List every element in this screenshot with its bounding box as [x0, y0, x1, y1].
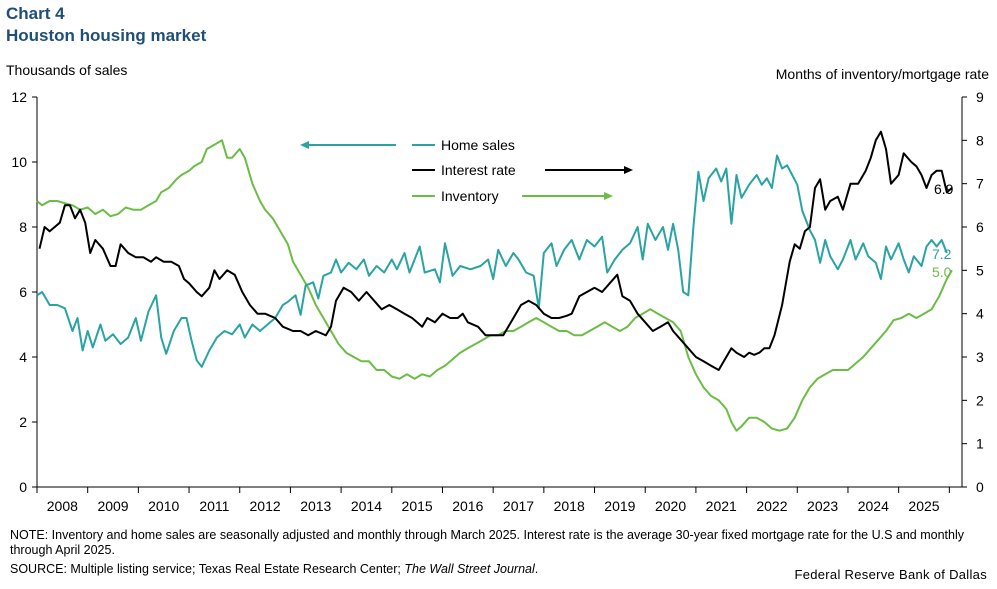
series-lines	[36, 130, 953, 432]
left-tick-label: 6	[19, 284, 27, 300]
left-tick-label: 12	[11, 89, 27, 105]
end-label-home-sales: 7.2	[932, 246, 952, 262]
left-axis-label: Thousands of sales	[6, 62, 128, 78]
legend-label: Home sales	[441, 137, 515, 153]
source-text: SOURCE: Multiple listing service; Texas …	[10, 562, 538, 576]
series-line-interest-rate	[38, 130, 953, 371]
right-tick-label: 6	[976, 219, 984, 235]
x-tick-label: 2012	[250, 498, 281, 514]
left-tick-label: 8	[19, 219, 27, 235]
end-labels: 6.9 7.2 5.0	[932, 181, 954, 280]
chart-number: Chart 4	[6, 4, 65, 23]
left-tick-label: 2	[19, 414, 27, 430]
right-tick-label: 4	[976, 306, 984, 322]
left-tick-label: 10	[11, 154, 27, 170]
right-tick-label: 0	[976, 479, 984, 495]
x-tick-label: 2015	[402, 498, 433, 514]
x-tick-label: 2016	[452, 498, 483, 514]
right-tick-label: 9	[976, 89, 984, 105]
arrowhead-icon	[300, 141, 309, 149]
arrowhead-icon	[624, 166, 633, 174]
x-tick-label: 2022	[756, 498, 787, 514]
right-tick-label: 3	[976, 349, 984, 365]
x-tick-label: 2023	[807, 498, 838, 514]
legend-label: Inventory	[441, 188, 499, 204]
arrowhead-icon	[604, 192, 613, 200]
x-tick-label: 2024	[858, 498, 889, 514]
right-tick-label: 7	[976, 176, 984, 192]
credit-text: Federal Reserve Bank of Dallas	[794, 567, 987, 582]
source-suffix: .	[534, 562, 539, 576]
x-tick-label: 2017	[503, 498, 534, 514]
x-tick-label: 2018	[554, 498, 585, 514]
x-tick-label: 2019	[604, 498, 635, 514]
right-tick-label: 2	[976, 392, 984, 408]
source-prefix: SOURCE: Multiple listing service; Texas …	[10, 562, 405, 576]
legend-label: Interest rate	[441, 162, 516, 178]
x-tick-label: 2009	[97, 498, 128, 514]
source-italic: The Wall Street Journal	[404, 562, 535, 576]
right-tick-label: 8	[976, 132, 984, 148]
x-tick-label: 2010	[148, 498, 179, 514]
legend: Home sales Interest rate Inventory	[300, 137, 633, 204]
chart-title: Houston housing market	[6, 26, 207, 45]
x-tick-label: 2011	[199, 498, 229, 514]
x-tick-label: 2021	[706, 498, 737, 514]
x-tick-label: 2025	[908, 498, 939, 514]
x-tick-label: 2013	[300, 498, 331, 514]
left-tick-label: 0	[19, 479, 27, 495]
right-tick-label: 5	[976, 262, 984, 278]
right-tick-label: 1	[976, 436, 984, 452]
series-line-inventory	[36, 139, 953, 432]
right-axis-label: Months of inventory/mortgage rate	[775, 66, 989, 82]
end-label-interest-rate: 6.9	[934, 181, 954, 197]
note-text: NOTE: Inventory and home sales are seaso…	[10, 528, 964, 557]
left-tick-label: 4	[19, 349, 27, 365]
x-tick-label: 2008	[47, 498, 78, 514]
x-tick-label: 2020	[655, 498, 686, 514]
end-label-inventory: 5.0	[932, 264, 952, 280]
x-tick-label: 2014	[351, 498, 382, 514]
